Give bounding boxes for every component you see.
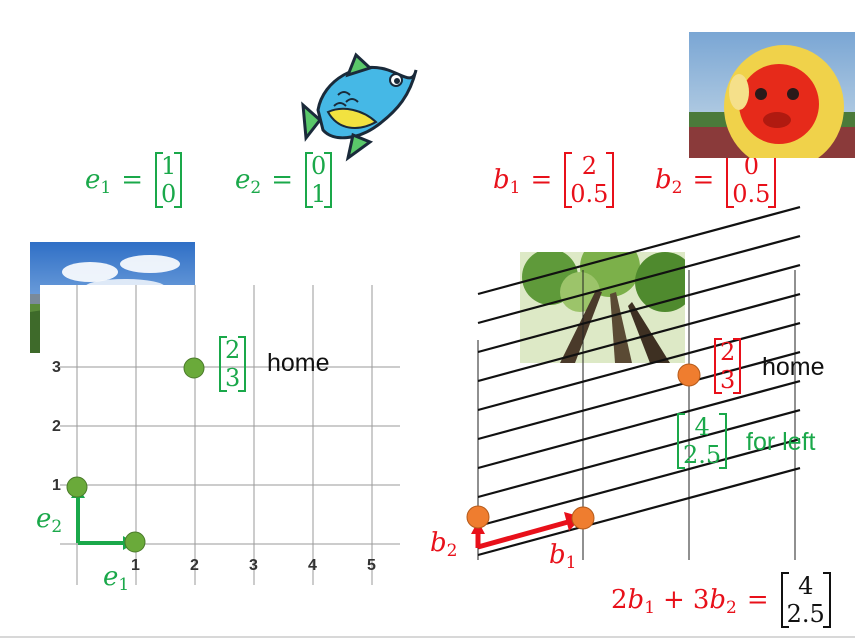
skewed-grid-line-slanted: [477, 408, 801, 499]
slide-divider: [0, 636, 855, 638]
e2-vector: 0 1: [305, 152, 333, 208]
skewed-grid-line-slanted: [477, 234, 801, 325]
x-tick-label: 4: [308, 557, 317, 574]
y-tick-label: 1: [52, 477, 61, 494]
result-vector: 4 2.5: [780, 572, 832, 628]
b2-vector: 0 0.5: [726, 152, 777, 208]
skewed-grid-line-slanted: [477, 321, 801, 412]
forleft-label: for left: [746, 428, 816, 456]
y-tick-label: 3: [52, 359, 61, 376]
monkey-photo: [689, 32, 855, 158]
e1-vector: 1 0: [155, 152, 183, 208]
x-tick-label: 2: [190, 557, 199, 574]
home-vector-skewed: 2 3: [712, 338, 743, 394]
standard-grid: 1 2 3 4 5 1 2 3: [40, 285, 400, 590]
skewed-grid-line-slanted: [477, 379, 801, 470]
skewed-grid-line-slanted: [477, 205, 801, 296]
home-label-skewed: home: [762, 353, 825, 381]
b1-arrow: [477, 519, 569, 550]
b1-point: [571, 506, 595, 530]
x-tick-label: 5: [367, 557, 376, 574]
skewed-grid-line-slanted: [477, 350, 801, 441]
home-label-standard: home: [267, 349, 330, 377]
x-tick-label: 1: [131, 557, 140, 574]
y-tick-label: 2: [52, 418, 61, 435]
skewed-grid-line-slanted: [477, 263, 801, 354]
skewed-grid-line-slanted: [477, 292, 801, 383]
skewed-grid-line-slanted: [477, 466, 801, 557]
forleft-vector: 4 2.5: [675, 413, 729, 469]
fish-icon: [301, 52, 418, 162]
home-vector-standard: 2 3: [217, 336, 248, 392]
b1-vector: 2 0.5: [564, 152, 615, 208]
skewed-grid-line-slanted: [477, 437, 801, 528]
home-point-skewed: [677, 363, 701, 387]
b2-point: [466, 505, 490, 529]
x-tick-label: 3: [249, 557, 258, 574]
